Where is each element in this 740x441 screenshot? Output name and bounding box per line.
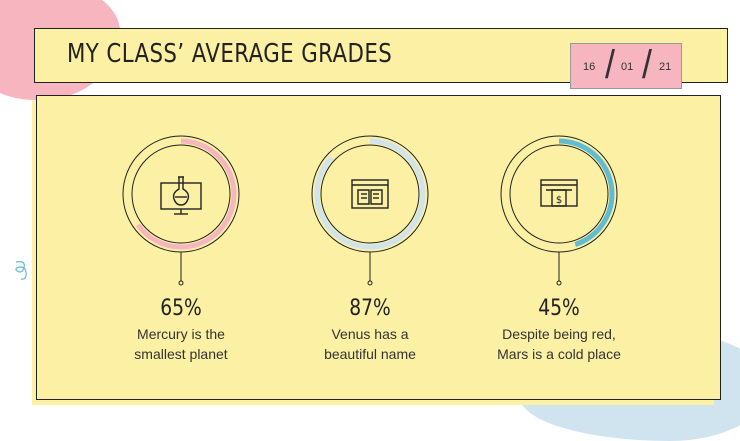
progress-ring: [122, 135, 240, 286]
date-separator-icon: /: [642, 41, 653, 87]
grade-percent: 65%: [160, 296, 202, 321]
date-day: 16: [583, 61, 596, 73]
grade-item-mercury: 65% Mercury is the smallest planet: [81, 133, 281, 373]
grade-item-venus: 87% Venus has a beautiful name: [270, 133, 470, 373]
grade-percent: 87%: [349, 296, 391, 321]
slide-title: MY CLASS’ AVERAGE GRADES: [67, 39, 393, 69]
progress-ring: $: [500, 135, 618, 286]
date-month: 01: [621, 61, 634, 73]
svg-text:$: $: [556, 195, 562, 206]
grade-item-mars: $ 45% Despite being red, Mars is a cold …: [459, 133, 659, 373]
date-box: 16 / 01 / 21: [570, 43, 682, 89]
chemistry-monitor-icon: [160, 176, 202, 215]
progress-arc: [503, 138, 615, 250]
book-browser-icon: [351, 179, 389, 209]
payment-browser-icon: $: [540, 179, 578, 207]
date-separator-icon: /: [605, 41, 616, 87]
grade-description: Venus has a beautiful name: [324, 326, 416, 362]
progress-arc: [314, 138, 426, 250]
grade-percent: 45%: [538, 296, 580, 321]
progress-ring: [311, 135, 429, 286]
grade-description: Despite being red, Mars is a cold place: [497, 326, 621, 362]
progress-arc: [125, 138, 237, 250]
swirl-decoration-icon: [15, 261, 27, 280]
grade-description: Mercury is the smallest planet: [134, 326, 228, 362]
date-year: 21: [659, 61, 672, 73]
